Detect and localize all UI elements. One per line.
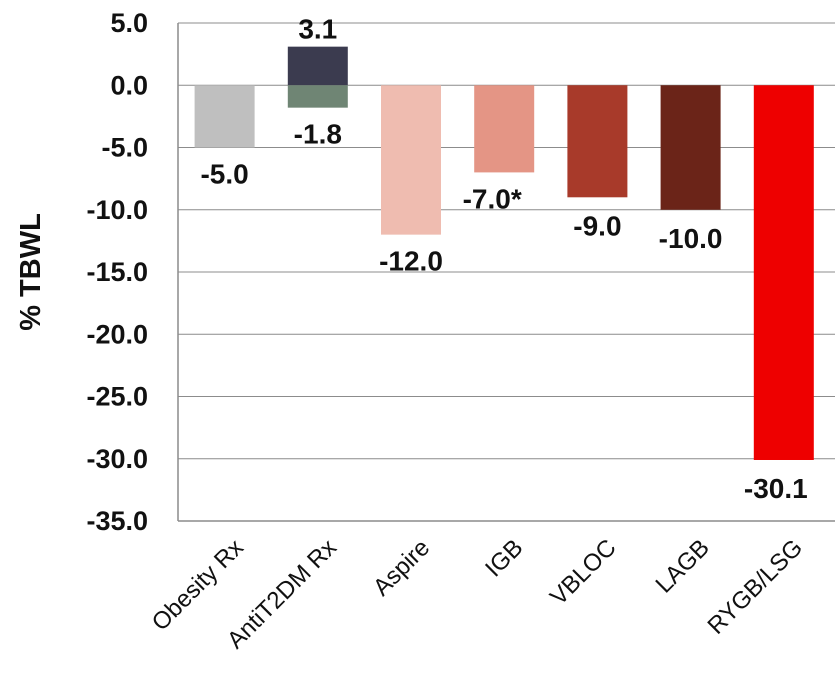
- y-tick-label: -5.0: [101, 133, 148, 163]
- bar-igb: [474, 85, 535, 173]
- bar-aspire: [381, 85, 441, 235]
- category-label: RYGB/LSG: [702, 534, 808, 640]
- data-labels: -5.0 3.1 -1.8 -12.0 -7.0* -9.0 -10.0 -30.1: [200, 14, 807, 504]
- category-label: IGB: [480, 534, 528, 582]
- data-label: -30.1: [744, 473, 808, 504]
- bar-lagb: [660, 85, 721, 210]
- category-label: Obesity Rx: [147, 534, 249, 636]
- data-label: -9.0: [573, 210, 621, 241]
- y-tick-label: 5.0: [110, 8, 148, 38]
- bar-obesity-rx: [194, 85, 255, 148]
- y-tick-label: -20.0: [86, 319, 148, 349]
- y-tick-label: 0.0: [110, 70, 148, 100]
- y-tick-label: -35.0: [86, 506, 148, 536]
- data-label: 3.1: [298, 14, 337, 45]
- category-label: Aspire: [368, 534, 435, 601]
- data-label: -5.0: [200, 159, 248, 190]
- data-label: -1.8: [294, 119, 342, 150]
- y-tick-label: -10.0: [86, 195, 148, 225]
- y-tick-labels: 5.0 0.0 -5.0 -10.0 -15.0 -20.0 -25.0 -30.0 -35.0: [86, 8, 148, 536]
- data-label: -7.0*: [463, 183, 522, 214]
- y-tick-label: -15.0: [86, 257, 148, 287]
- bar-rygb-lsg: [753, 85, 814, 460]
- axes-group: [177, 23, 835, 522]
- bar-antit2dm-rx: [287, 85, 348, 108]
- y-tick-label: -30.0: [86, 444, 148, 474]
- bar-vbloc: [567, 85, 628, 198]
- bar-antit2dm-rx: [287, 46, 348, 86]
- y-axis-label: % TBWL: [15, 213, 47, 331]
- bars-group: [194, 46, 814, 460]
- category-label: LAGB: [650, 534, 714, 598]
- data-label: -10.0: [659, 223, 723, 254]
- data-label: -12.0: [379, 246, 443, 277]
- y-tick-label: -25.0: [86, 382, 148, 412]
- category-label: VBLOC: [545, 534, 622, 611]
